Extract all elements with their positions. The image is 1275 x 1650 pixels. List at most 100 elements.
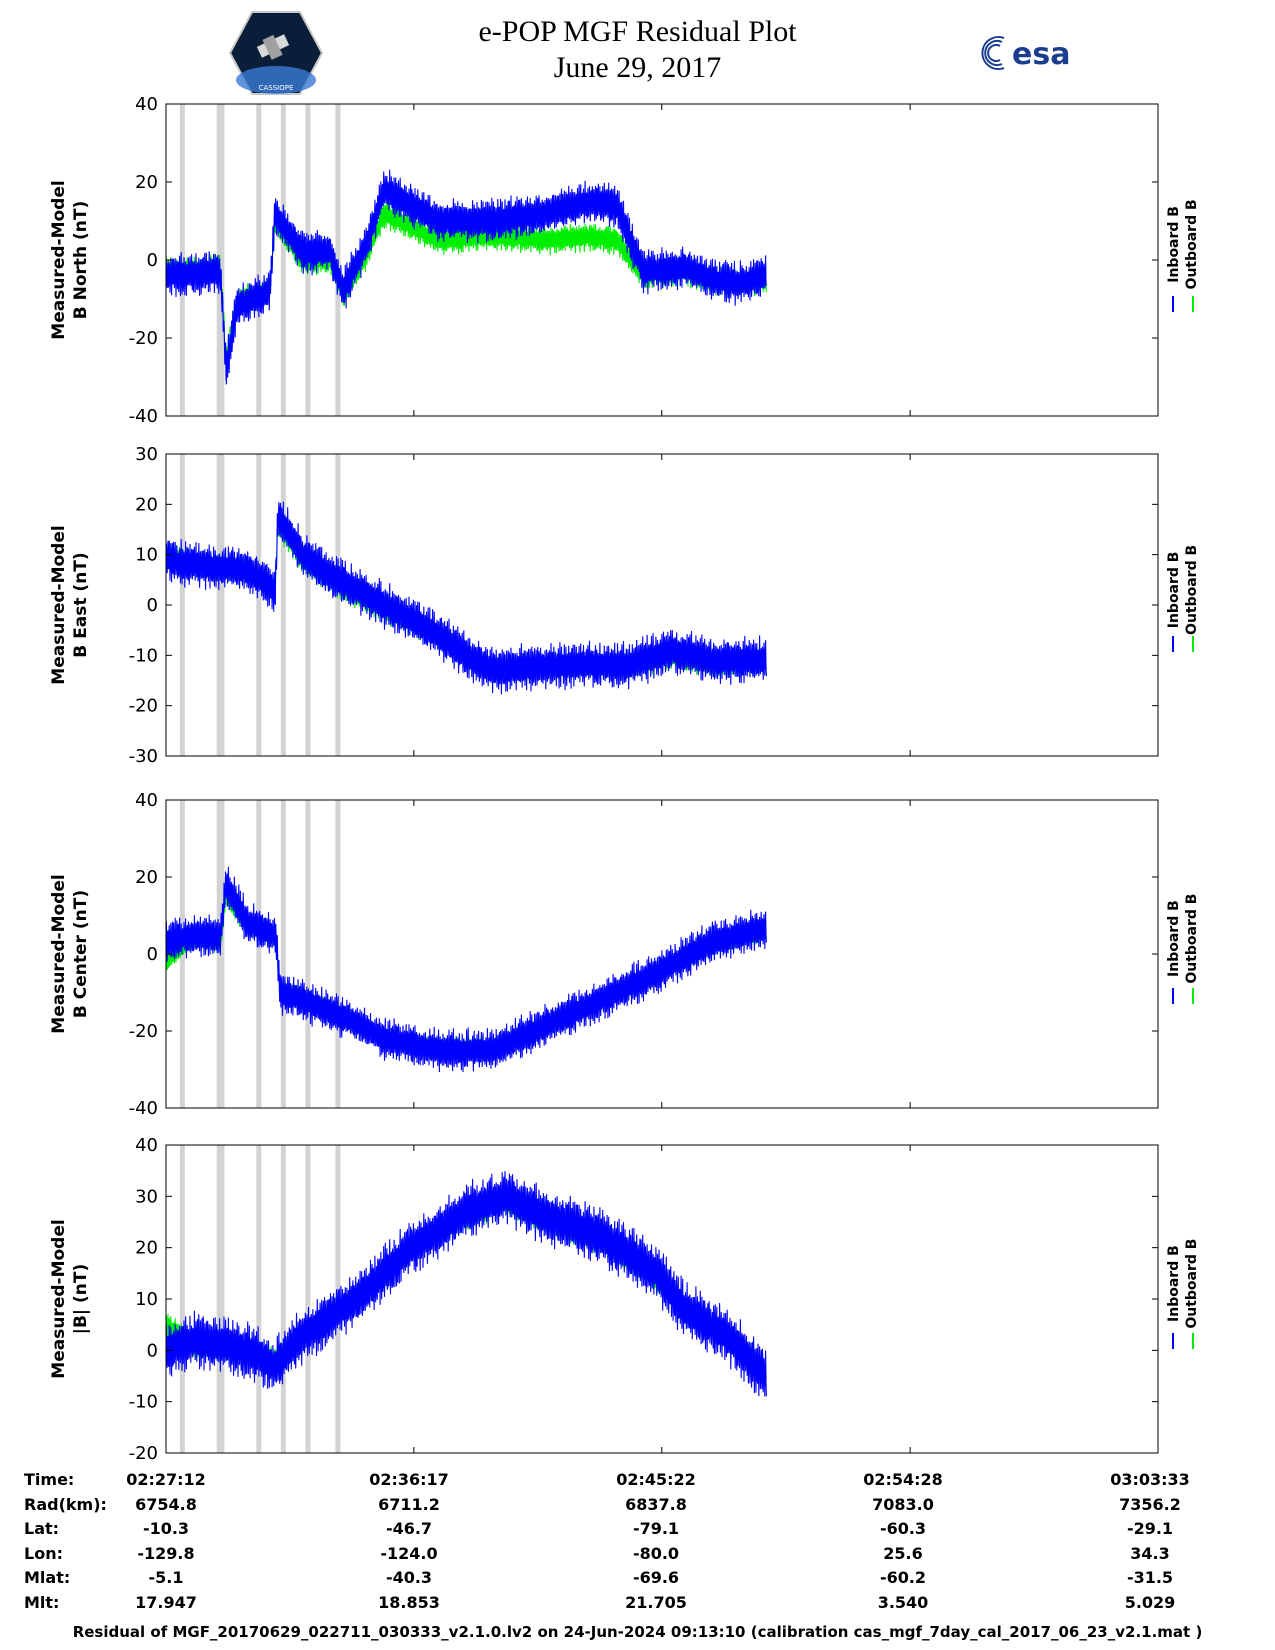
data-gap-bar	[256, 1145, 262, 1453]
esa-logo: esa	[981, 36, 1070, 72]
data-gap-bar	[305, 800, 311, 1108]
info-cell: -46.7	[385, 1519, 433, 1538]
data-gap-bar	[280, 104, 286, 416]
info-cell: 7356.2	[1119, 1494, 1181, 1514]
info-cell: -5.1	[148, 1568, 184, 1587]
info-cell: 34.3	[1130, 1543, 1170, 1563]
y-tick-label: -40	[129, 406, 158, 427]
legend-label: Inboard B	[1166, 900, 1182, 977]
legend-label: Outboard B	[1184, 1239, 1200, 1329]
info-cell: -10.3	[142, 1519, 190, 1538]
info-cell: -69.6	[632, 1568, 680, 1587]
info-cell: -31.5	[1126, 1568, 1174, 1587]
legend-label: Inboard B	[1166, 552, 1182, 629]
data-gap-bar	[216, 800, 222, 1108]
y-axis-label: Measured-Model	[49, 874, 69, 1033]
data-gap-bar	[280, 454, 286, 756]
info-cell: -79.1	[632, 1519, 680, 1538]
title-line-2: June 29, 2017	[553, 51, 722, 84]
y-axis-label: B Center (nT)	[71, 890, 91, 1018]
info-row-label: Mlt:	[24, 1592, 60, 1612]
y-tick-label: 0	[147, 1340, 158, 1361]
info-cell: -60.3	[879, 1519, 927, 1538]
data-gap-bar	[305, 1145, 311, 1453]
y-axis-label: B East (nT)	[71, 552, 91, 657]
data-gap-bar	[256, 800, 262, 1108]
cassiope-logo: CASSIOPE	[228, 11, 324, 95]
plot-frame	[165, 453, 1159, 757]
esa-logo-text: esa	[1012, 37, 1070, 72]
y-tick-label: 0	[147, 250, 158, 271]
series-line-inboard-b	[165, 866, 767, 1073]
y-tick-label: -10	[129, 645, 158, 666]
y-tick-label: -30	[129, 746, 158, 767]
y-tick-label: 20	[135, 172, 158, 193]
info-cell: 6837.8	[625, 1494, 687, 1514]
legend-label: Outboard B	[1184, 199, 1200, 289]
data-gap-bar	[216, 454, 222, 756]
data-gap-bar	[179, 454, 185, 756]
y-tick-label: 0	[147, 595, 158, 616]
info-row-label: Lat:	[24, 1519, 60, 1538]
info-cell: -40.3	[385, 1568, 433, 1587]
data-gap-bar	[216, 1145, 222, 1453]
data-gap-bar	[179, 104, 185, 416]
info-cell: 3.540	[877, 1592, 929, 1612]
info-cell: 25.6	[883, 1543, 923, 1563]
y-tick-label: -20	[129, 696, 158, 717]
y-tick-label: -10	[129, 1392, 158, 1413]
legend-label: Inboard B	[1166, 206, 1182, 283]
legend-label: Outboard B	[1184, 894, 1200, 984]
data-gap-bar	[335, 800, 341, 1108]
data-gap-bar	[256, 454, 262, 756]
y-axis-label: Measured-Model	[49, 1219, 69, 1378]
data-gap-bar	[256, 104, 262, 416]
info-cell: 18.853	[378, 1592, 440, 1612]
y-axis-label: Measured-Model	[49, 180, 69, 339]
y-axis-label: |B| (nT)	[71, 1264, 91, 1335]
panel-1: 40 20 0 -20 -40 Measured-Model B North (nT) Inb…	[49, 94, 1200, 427]
info-cell: -80.0	[632, 1543, 680, 1563]
y-tick-label: 30	[135, 1186, 158, 1207]
info-cell: 03:03:33	[1110, 1470, 1190, 1489]
data-gap-bar	[280, 1145, 286, 1453]
info-cell: 02:54:28	[863, 1470, 943, 1489]
info-row-label: Lon:	[24, 1543, 63, 1563]
info-cell: -129.8	[137, 1543, 195, 1563]
info-cell: 21.705	[625, 1592, 687, 1612]
info-cell: 02:36:17	[369, 1470, 449, 1489]
y-tick-label: 20	[135, 867, 158, 888]
cassiope-logo-text: CASSIOPE	[259, 84, 294, 92]
data-gap-bar	[280, 800, 286, 1108]
y-tick-label: 30	[135, 444, 158, 465]
info-cell: 6711.2	[378, 1494, 440, 1514]
y-axis-label: Measured-Model	[49, 525, 69, 684]
y-tick-label: 10	[135, 545, 158, 566]
data-gap-bar	[219, 800, 225, 1108]
info-cell: -60.2	[879, 1568, 927, 1587]
info-row-label: Time:	[24, 1470, 75, 1489]
data-gap-bar	[219, 1145, 225, 1453]
y-tick-label: 40	[135, 790, 158, 811]
info-cell: 7083.0	[872, 1494, 934, 1514]
y-tick-label: -20	[129, 1021, 158, 1042]
y-tick-label: 40	[135, 1135, 158, 1156]
data-gap-bar	[305, 454, 311, 756]
info-cell: 02:45:22	[616, 1470, 696, 1489]
y-tick-label: -20	[129, 328, 158, 349]
y-tick-label: 0	[147, 944, 158, 965]
y-tick-label: -40	[129, 1098, 158, 1119]
info-row-label: Mlat:	[24, 1568, 71, 1587]
info-cell: 17.947	[135, 1592, 197, 1612]
info-row-label: Rad(km):	[24, 1494, 107, 1514]
legend-label: Outboard B	[1184, 545, 1200, 635]
info-cell: 5.029	[1124, 1592, 1176, 1612]
y-axis-label: B North (nT)	[71, 201, 91, 320]
info-cell: -124.0	[380, 1543, 438, 1563]
y-tick-label: -20	[129, 1443, 158, 1460]
series-line-inboard-b	[165, 169, 767, 385]
data-gap-bar	[219, 454, 225, 756]
data-gap-bar	[335, 454, 341, 756]
panel-4: 40 30 20 10 0 -10 -20 Measured-Model |B| (nT) Inb…	[49, 1135, 1200, 1460]
y-tick-label: 10	[135, 1289, 158, 1310]
